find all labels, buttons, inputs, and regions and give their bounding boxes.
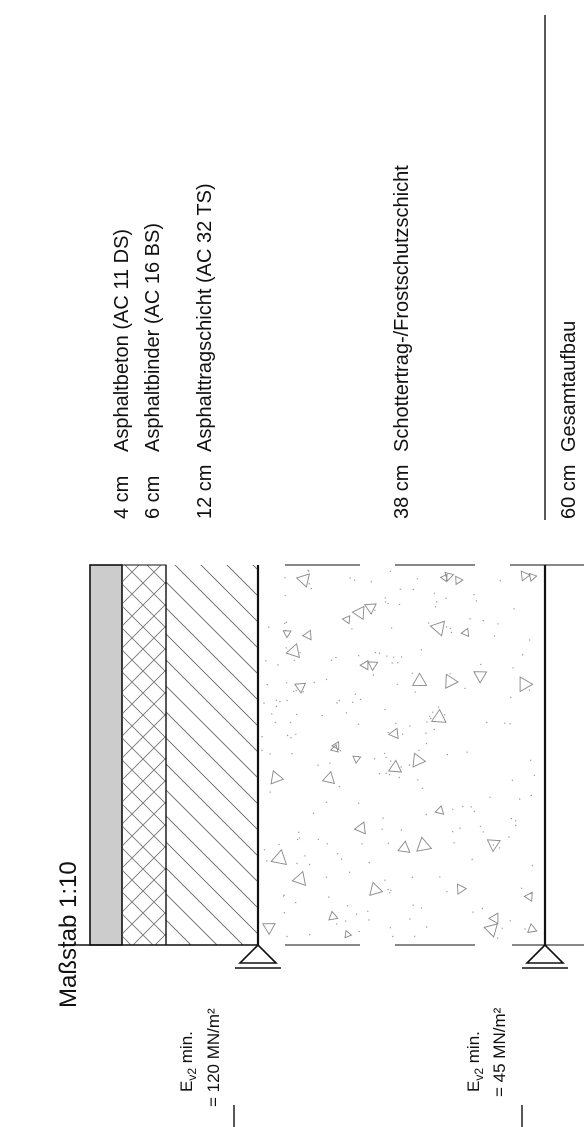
layer-3-thickness: 12 cm	[194, 465, 216, 519]
layer-3-name: Asphalttragschicht (AC 32 TS)	[194, 183, 216, 452]
ev2-upper-label: Ev2 min.	[177, 1031, 199, 1092]
total-name: Gesamtaufbau	[558, 321, 580, 452]
layer-asphaltbeton	[89, 564, 123, 946]
layer-1-name: Asphaltbeton (AC 11 DS)	[111, 229, 133, 452]
scale-label: Maßstab 1:10	[55, 861, 82, 1008]
ev2-lower-value: = 45 MN/m²	[490, 1007, 509, 1097]
ev2-upper-marker-icon	[238, 943, 278, 964]
layer-asphaltbinder	[121, 564, 167, 946]
ev2-lower-marker-icon	[525, 943, 565, 964]
layer-4-thickness: 38 cm	[391, 465, 413, 519]
layer-4-name: Schottertrag-/Frostschutzschicht	[391, 165, 413, 452]
layer-2-thickness: 6 cm	[142, 476, 164, 519]
ev2-upper-value: = 120 MN/m²	[204, 1008, 223, 1107]
total-thickness: 60 cm	[558, 465, 580, 519]
layer-asphalttragschicht	[166, 565, 258, 945]
ev2-lower-label: Ev2 min.	[464, 1031, 486, 1092]
layer-1-thickness: 4 cm	[111, 476, 133, 519]
layer-schottertragschicht	[261, 569, 538, 939]
layer-2-name: Asphaltbinder (AC 16 BS)	[142, 223, 164, 452]
